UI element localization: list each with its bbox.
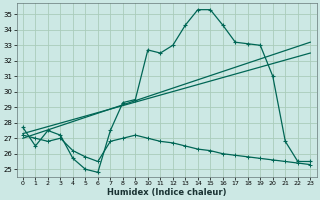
X-axis label: Humidex (Indice chaleur): Humidex (Indice chaleur) <box>107 188 226 197</box>
